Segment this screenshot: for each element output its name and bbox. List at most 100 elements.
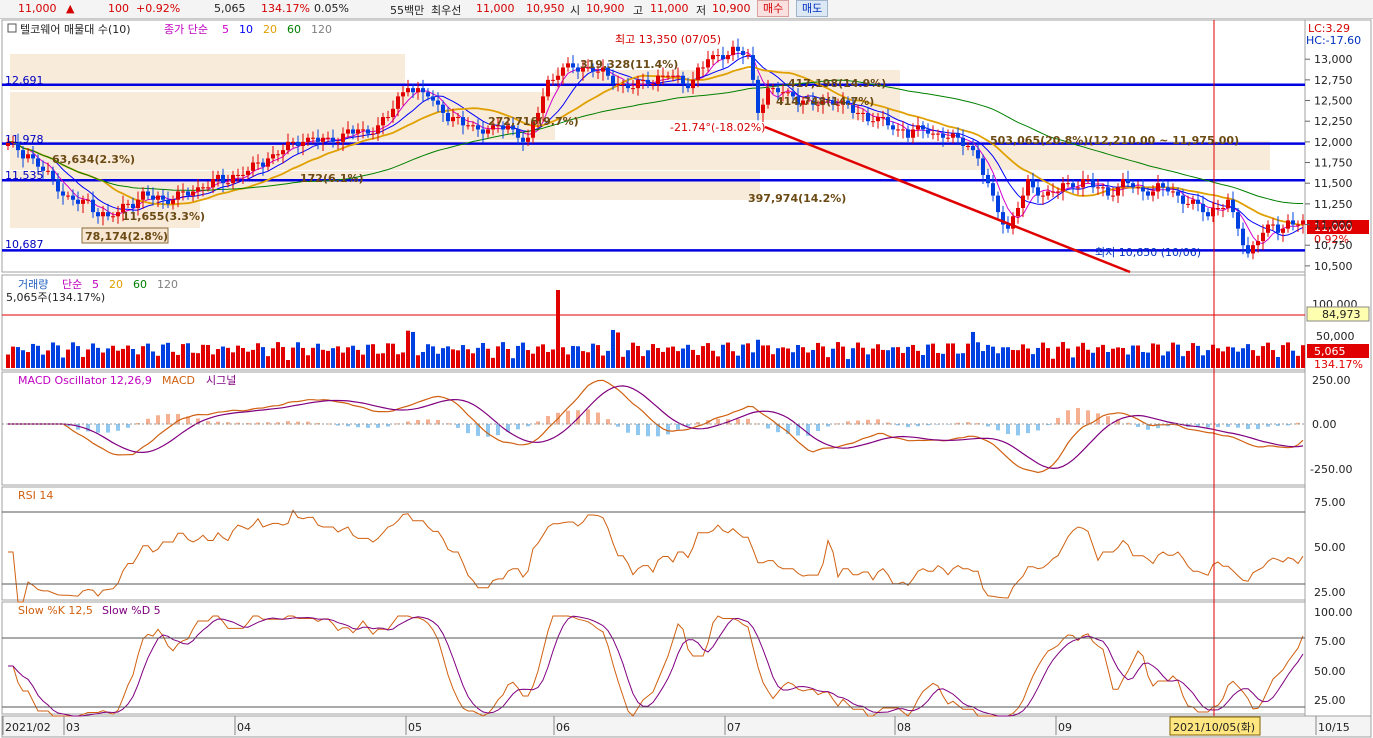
macd-tick-3: -250.00 [1310, 463, 1352, 476]
candle-body [141, 191, 145, 200]
candle-body [546, 79, 550, 97]
volume-bar [436, 353, 440, 368]
candle-body [381, 117, 385, 126]
volume-bar [906, 346, 910, 368]
macd-oscillator-bar [1106, 416, 1110, 425]
volume-legend-ma: 단순 [62, 278, 82, 291]
candle-body [1106, 187, 1110, 196]
volume-bar [1256, 355, 1260, 368]
macd-oscillator-bar [1266, 424, 1270, 427]
volume-bar [91, 343, 95, 368]
high-price: 11,000 [650, 2, 689, 15]
candle-body [656, 75, 660, 84]
moving-average-line [8, 79, 1303, 204]
volume-bar [41, 354, 45, 368]
candle-body [151, 195, 155, 200]
price-tick-label: 12,250 [1314, 115, 1353, 128]
macd-oscillator-bar [326, 423, 330, 425]
volume-bar [1161, 355, 1165, 368]
macd-oscillator-bar [176, 413, 180, 425]
macd-oscillator-bar [1026, 424, 1030, 434]
volume-bar [626, 350, 630, 368]
candle-body [1146, 191, 1150, 196]
candle-body [1121, 179, 1125, 188]
stock-chart[interactable]: 텔코웨어 매물대 수(10) 종가 단순 5 10 20 60 120 LC:3.29 … [0, 19, 1373, 738]
volume-bar [246, 351, 250, 368]
buy-button[interactable]: 매수 [757, 0, 790, 17]
candle-body [61, 191, 65, 196]
volume-bar [546, 351, 550, 368]
low-label: 저 [696, 4, 707, 17]
volume-bar [141, 346, 145, 368]
candle-body [321, 137, 325, 142]
candle-body [1036, 187, 1040, 196]
candle-body [51, 170, 55, 180]
candle-body [856, 112, 860, 114]
macd-oscillator-bar [676, 424, 680, 430]
macd-oscillator-bar [636, 424, 640, 436]
volume-bar [1046, 348, 1050, 368]
sell-button[interactable]: 매도 [796, 0, 829, 17]
volume-bar [231, 352, 235, 368]
volume-bar [96, 347, 100, 368]
volume-bar [921, 355, 925, 368]
price-legend-ma: 종가 단순 [164, 23, 208, 36]
candle-body [476, 125, 480, 130]
low-price: 10,900 [712, 2, 751, 15]
candle-body [306, 137, 310, 142]
volume-bar [31, 343, 35, 368]
volume-bar [711, 350, 715, 368]
volume-bar [281, 347, 285, 368]
candle-body [341, 133, 345, 142]
volume-bar [291, 347, 295, 368]
volume-bar [466, 349, 470, 368]
macd-oscillator-bar [1056, 417, 1060, 425]
candle-body [1251, 245, 1255, 254]
macd-oscillator-bar [526, 424, 530, 427]
lc-value: LC:3.29 [1308, 22, 1350, 35]
candle-body [1076, 187, 1080, 189]
volume-bar [446, 346, 450, 368]
volume-bar [136, 354, 140, 368]
volume-bar [316, 343, 320, 368]
macd-oscillator-bar [1246, 424, 1250, 430]
macd-oscillator-bar [896, 424, 900, 426]
volume-bar [286, 360, 290, 368]
volume-bar [1186, 350, 1190, 368]
volume-bar [601, 355, 605, 368]
candle-body [486, 129, 490, 134]
macd-oscillator-bar [1196, 424, 1200, 428]
price-tick-label: 12,500 [1314, 95, 1353, 108]
candle-body [1081, 179, 1085, 188]
volume-bar [1231, 347, 1235, 368]
candle-body [791, 92, 795, 97]
candle-body [636, 79, 640, 89]
stoch-legend-d: Slow %D 5 [102, 604, 161, 617]
volume-bar [516, 345, 520, 368]
macd-signal-line [8, 385, 1304, 470]
macd-oscillator-bar [206, 421, 210, 425]
volume-bar [841, 346, 845, 368]
macd-oscillator-bar [816, 424, 820, 431]
current-price-tag-text: 11,000 [1314, 221, 1353, 234]
macd-oscillator-bar [996, 424, 1000, 431]
candle-body [96, 212, 100, 217]
price-tick-label: 13,000 [1314, 53, 1353, 66]
cursor-date: 2021/10/05(화) [1173, 721, 1255, 734]
macd-oscillator-bar [746, 418, 750, 425]
macd-oscillator-bar [796, 424, 800, 436]
moving-average-line [8, 65, 1304, 226]
macd-oscillator-bar [1156, 424, 1160, 429]
macd-oscillator-bar [546, 416, 550, 425]
candle-body [356, 129, 360, 134]
candle-body [681, 75, 685, 84]
volume-bar [146, 343, 150, 368]
volume-bar [451, 349, 455, 368]
candle-body [576, 67, 580, 72]
volume-bar [331, 348, 335, 368]
volume-bar [171, 351, 175, 368]
trend-line[interactable] [764, 125, 1131, 274]
volume-bar [566, 354, 570, 368]
volume-current: 5,065주(134.17%) [6, 291, 105, 304]
volume-bar [586, 352, 590, 368]
